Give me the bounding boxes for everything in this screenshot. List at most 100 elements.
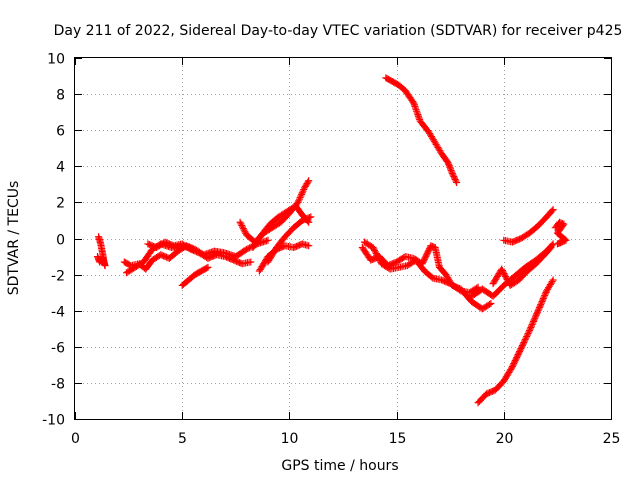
data-point bbox=[527, 324, 535, 331]
data-point bbox=[450, 174, 458, 182]
y-tick-label: -4 bbox=[51, 305, 65, 321]
data-point bbox=[537, 301, 545, 309]
axis-ticks: 0 5 10 15 20 25 -10 -8 -6 -4 -2 0 2 4 6 8 10 bbox=[42, 52, 620, 448]
data-point bbox=[518, 342, 526, 350]
data-point bbox=[533, 308, 541, 316]
data-point bbox=[296, 194, 304, 202]
data-point bbox=[203, 264, 211, 272]
data-point bbox=[298, 190, 306, 198]
data-point bbox=[513, 354, 521, 362]
data-point bbox=[451, 176, 459, 184]
data-point bbox=[509, 361, 517, 369]
y-tick-label: 8 bbox=[56, 88, 65, 104]
data-point bbox=[243, 245, 251, 253]
data-point bbox=[548, 241, 556, 249]
data-point bbox=[101, 262, 109, 270]
data-point bbox=[510, 360, 518, 368]
data-point bbox=[537, 299, 545, 307]
data-point bbox=[525, 328, 533, 336]
data-point bbox=[530, 316, 538, 324]
data-point bbox=[297, 192, 305, 200]
data-point bbox=[498, 267, 506, 275]
data-point bbox=[420, 255, 428, 263]
chart-title: Day 211 of 2022, Sidereal Day-to-day VTE… bbox=[54, 23, 623, 39]
data-point bbox=[239, 223, 246, 231]
data-point bbox=[264, 236, 272, 244]
data-point bbox=[376, 257, 384, 265]
data-point bbox=[487, 299, 495, 307]
grid bbox=[75, 58, 611, 419]
data-point bbox=[204, 263, 212, 271]
data-point bbox=[371, 248, 379, 256]
data-point bbox=[521, 337, 529, 345]
data-point bbox=[539, 294, 547, 302]
data-point bbox=[446, 163, 454, 171]
y-tick-label: 2 bbox=[56, 196, 65, 212]
data-point bbox=[486, 300, 494, 308]
data-point bbox=[516, 346, 524, 354]
data-point bbox=[239, 225, 247, 233]
data-point bbox=[299, 187, 307, 195]
data-point bbox=[548, 278, 556, 286]
y-tick-label: 0 bbox=[56, 233, 65, 249]
y-tick-label: -8 bbox=[51, 377, 65, 393]
data-point bbox=[305, 218, 313, 226]
data-point bbox=[516, 348, 524, 356]
data-point bbox=[453, 179, 461, 187]
data-point bbox=[541, 290, 549, 298]
data-point bbox=[421, 254, 429, 262]
data-point bbox=[445, 160, 453, 168]
data-point bbox=[515, 349, 523, 357]
data-point bbox=[409, 98, 417, 106]
data-point bbox=[448, 168, 456, 176]
x-tick-label: 0 bbox=[71, 431, 80, 447]
data-point bbox=[548, 207, 556, 215]
data-point bbox=[238, 221, 246, 229]
x-tick-label: 10 bbox=[281, 431, 299, 447]
data-point bbox=[521, 336, 529, 344]
data-point bbox=[529, 317, 537, 325]
data-point bbox=[450, 173, 458, 181]
y-tick-label: 6 bbox=[56, 124, 65, 140]
data-point bbox=[532, 311, 540, 319]
data-point bbox=[531, 313, 539, 321]
data-point bbox=[513, 352, 521, 360]
data-point bbox=[240, 226, 248, 234]
data-point bbox=[449, 171, 457, 179]
data-point bbox=[372, 249, 380, 257]
data-point bbox=[531, 314, 539, 322]
data-point bbox=[447, 166, 455, 174]
data-point bbox=[244, 245, 252, 253]
data-point bbox=[295, 197, 303, 205]
data-point bbox=[447, 165, 455, 173]
data-point bbox=[519, 340, 527, 348]
data-point bbox=[375, 255, 383, 263]
data-point bbox=[499, 268, 507, 276]
data-point bbox=[558, 238, 566, 246]
data-point bbox=[508, 363, 516, 371]
y-tick-label: 10 bbox=[47, 52, 65, 68]
data-point bbox=[420, 257, 428, 265]
data-point bbox=[523, 331, 531, 339]
data-point bbox=[538, 298, 546, 306]
data-point bbox=[524, 330, 532, 338]
data-point bbox=[428, 273, 436, 281]
x-tick-label: 25 bbox=[603, 431, 621, 447]
data-point bbox=[501, 271, 509, 279]
y-axis-label: SDTVAR / TECUs bbox=[6, 181, 22, 296]
data-point bbox=[305, 242, 313, 250]
data-point bbox=[520, 339, 528, 347]
data-point bbox=[523, 333, 531, 341]
data-point bbox=[294, 198, 302, 206]
data-point bbox=[533, 310, 541, 318]
y-tick-label: -10 bbox=[42, 413, 65, 429]
data-point bbox=[236, 218, 244, 226]
data-point bbox=[526, 327, 534, 335]
data-point bbox=[444, 159, 452, 167]
data-point bbox=[307, 213, 315, 221]
data-point bbox=[498, 265, 506, 273]
data-point bbox=[556, 239, 564, 247]
data-point bbox=[529, 319, 537, 327]
data-point bbox=[237, 220, 245, 228]
